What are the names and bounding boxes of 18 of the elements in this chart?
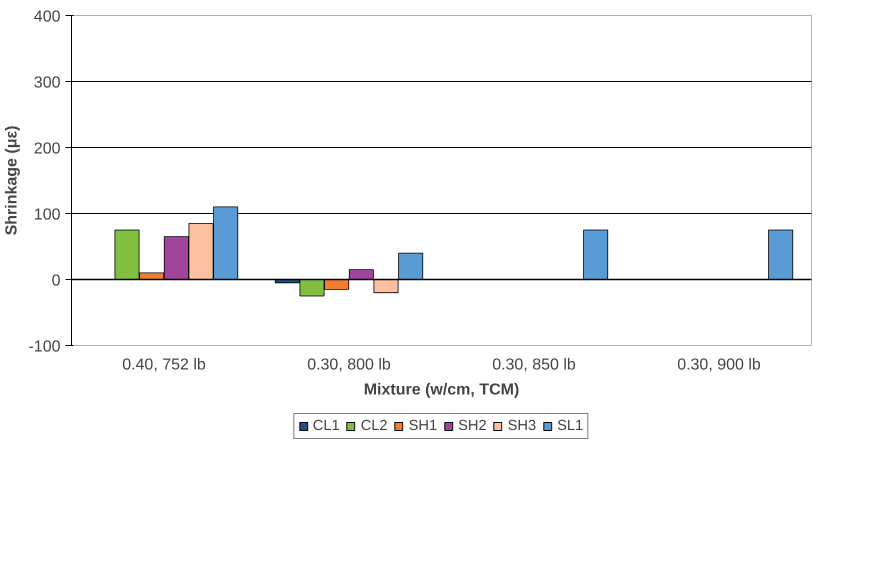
y-tick-label: 200 <box>34 140 61 158</box>
x-tick-label: 0.30, 800 lb <box>307 356 391 374</box>
legend-label: CL2 <box>360 418 388 434</box>
y-tick-label: 100 <box>34 206 61 224</box>
y-tick-label: -100 <box>28 338 61 356</box>
y-tick-label: 0 <box>52 272 61 290</box>
y-tick-label: 400 <box>34 8 61 26</box>
y-tick-label: 300 <box>34 74 61 92</box>
legend-label: SH2 <box>458 418 487 434</box>
legend-label: SH1 <box>408 418 438 434</box>
x-axis-title: Mixture (w/cm, TCM) <box>364 382 520 398</box>
x-tick-label: 0.40, 752 lb <box>122 356 206 374</box>
x-tick-label: 0.30, 900 lb <box>677 356 761 374</box>
legend-label: SH3 <box>508 418 536 434</box>
legend-label: CL1 <box>312 418 340 434</box>
x-tick-label: 0.30, 850 lb <box>492 356 576 374</box>
legend-label: SL1 <box>557 418 584 434</box>
y-axis-title: Shrinkage (με) <box>3 126 20 236</box>
